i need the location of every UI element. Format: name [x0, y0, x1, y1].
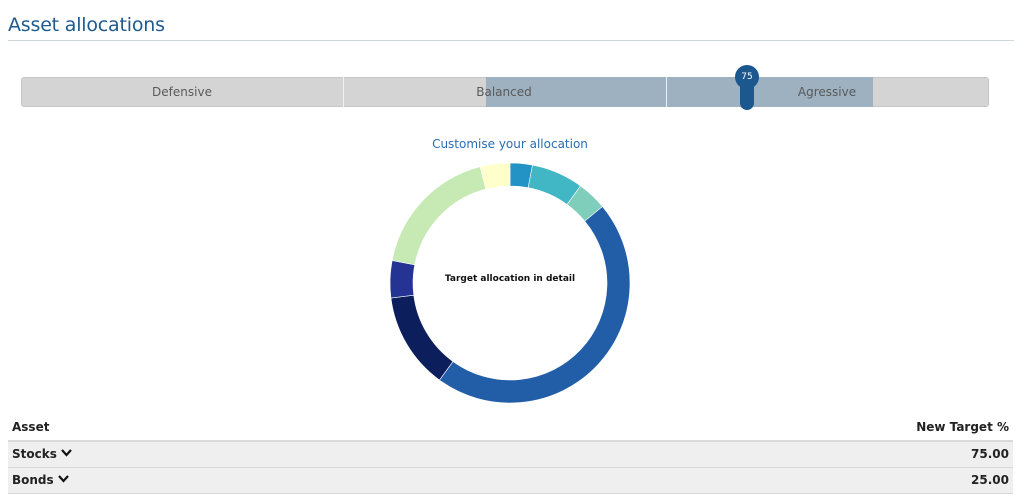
donut-segment-4[interactable]	[439, 206, 631, 404]
slider-divider	[343, 77, 344, 107]
row-toggle[interactable]: Stocks	[12, 442, 72, 467]
table-row-stocks[interactable]: Stocks 75.00	[8, 442, 1013, 468]
row-target-value: 25.00	[971, 473, 1009, 487]
slider-fill	[486, 77, 873, 107]
page-title: Asset allocations	[8, 14, 165, 36]
donut-segment-7[interactable]	[391, 166, 487, 266]
title-divider	[8, 40, 1014, 41]
slider-divider	[666, 77, 667, 107]
slider-handle[interactable]: 75	[735, 65, 759, 110]
header-asset: Asset	[12, 420, 50, 434]
allocation-table: Asset New Target % Stocks 75.00 Bonds 25…	[8, 414, 1013, 494]
donut-center-label: Target allocation in detail	[444, 274, 576, 284]
row-toggle[interactable]: Bonds	[12, 468, 69, 493]
option-agressive[interactable]: Agressive	[797, 85, 857, 99]
risk-profile-slider[interactable]: Defensive Balanced Agressive 75	[21, 65, 989, 110]
donut-segment-8[interactable]	[479, 162, 511, 190]
slider-value-bubble[interactable]: 75	[735, 65, 759, 89]
table-row-bonds[interactable]: Bonds 25.00	[8, 468, 1013, 494]
option-balanced[interactable]: Balanced	[476, 85, 532, 99]
row-target-value: 75.00	[971, 447, 1009, 461]
row-asset-name: Bonds	[12, 473, 54, 487]
chevron-down-icon[interactable]	[57, 475, 69, 483]
header-new-target: New Target %	[916, 420, 1009, 434]
table-header: Asset New Target %	[8, 414, 1013, 442]
donut-segment-5[interactable]	[390, 294, 454, 381]
chevron-down-icon[interactable]	[61, 449, 72, 457]
customise-allocation-link[interactable]: Customise your allocation	[432, 137, 588, 151]
option-defensive[interactable]: Defensive	[152, 85, 212, 99]
row-asset-name: Stocks	[12, 447, 57, 461]
